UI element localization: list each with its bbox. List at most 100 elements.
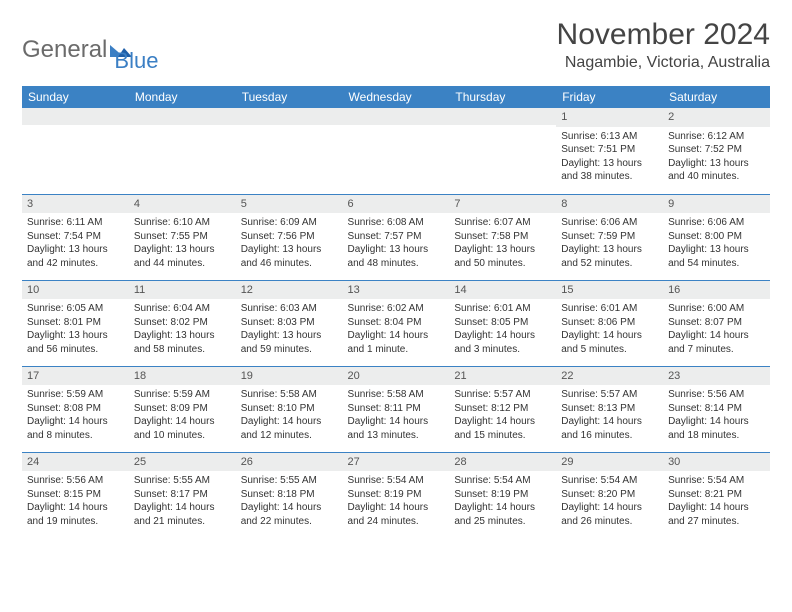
daylight2-text: and 54 minutes. — [668, 257, 765, 271]
day-number — [236, 108, 343, 125]
calendar-day — [236, 108, 343, 194]
day-number: 30 — [663, 453, 770, 472]
daylight1-text: Daylight: 13 hours — [668, 157, 765, 171]
day-content: Sunrise: 5:54 AMSunset: 8:19 PMDaylight:… — [343, 471, 450, 532]
day-content: Sunrise: 5:59 AMSunset: 8:08 PMDaylight:… — [22, 385, 129, 446]
sunset-text: Sunset: 8:18 PM — [241, 488, 338, 502]
day-content: Sunrise: 6:11 AMSunset: 7:54 PMDaylight:… — [22, 213, 129, 274]
sunset-text: Sunset: 8:14 PM — [668, 402, 765, 416]
calendar-day: 30Sunrise: 5:54 AMSunset: 8:21 PMDayligh… — [663, 452, 770, 538]
day-number: 19 — [236, 367, 343, 386]
day-number: 20 — [343, 367, 450, 386]
title-block: November 2024 Nagambie, Victoria, Austra… — [557, 18, 770, 72]
calendar-day: 8Sunrise: 6:06 AMSunset: 7:59 PMDaylight… — [556, 194, 663, 280]
sunrise-text: Sunrise: 6:02 AM — [348, 302, 445, 316]
sunrise-text: Sunrise: 5:58 AM — [241, 388, 338, 402]
daylight2-text: and 38 minutes. — [561, 170, 658, 184]
sunrise-text: Sunrise: 5:59 AM — [27, 388, 124, 402]
calendar-day: 28Sunrise: 5:54 AMSunset: 8:19 PMDayligh… — [449, 452, 556, 538]
day-number: 6 — [343, 195, 450, 214]
day-content: Sunrise: 5:59 AMSunset: 8:09 PMDaylight:… — [129, 385, 236, 446]
sunset-text: Sunset: 8:15 PM — [27, 488, 124, 502]
daylight2-text: and 10 minutes. — [134, 429, 231, 443]
day-number — [449, 108, 556, 125]
sunset-text: Sunset: 7:55 PM — [134, 230, 231, 244]
daylight2-text: and 13 minutes. — [348, 429, 445, 443]
daylight1-text: Daylight: 14 hours — [348, 329, 445, 343]
sunset-text: Sunset: 8:09 PM — [134, 402, 231, 416]
calendar-day — [129, 108, 236, 194]
sunrise-text: Sunrise: 6:12 AM — [668, 130, 765, 144]
day-content: Sunrise: 5:54 AMSunset: 8:20 PMDaylight:… — [556, 471, 663, 532]
day-content: Sunrise: 6:07 AMSunset: 7:58 PMDaylight:… — [449, 213, 556, 274]
day-number: 1 — [556, 108, 663, 127]
day-content: Sunrise: 6:04 AMSunset: 8:02 PMDaylight:… — [129, 299, 236, 360]
day-content: Sunrise: 5:58 AMSunset: 8:10 PMDaylight:… — [236, 385, 343, 446]
daylight2-text: and 24 minutes. — [348, 515, 445, 529]
sunset-text: Sunset: 7:51 PM — [561, 143, 658, 157]
day-number: 7 — [449, 195, 556, 214]
day-content: Sunrise: 5:57 AMSunset: 8:12 PMDaylight:… — [449, 385, 556, 446]
daylight1-text: Daylight: 13 hours — [134, 329, 231, 343]
day-number: 24 — [22, 453, 129, 472]
day-number: 23 — [663, 367, 770, 386]
day-content: Sunrise: 6:02 AMSunset: 8:04 PMDaylight:… — [343, 299, 450, 360]
weekday-header: Thursday — [449, 86, 556, 108]
calendar-day: 9Sunrise: 6:06 AMSunset: 8:00 PMDaylight… — [663, 194, 770, 280]
day-content: Sunrise: 6:05 AMSunset: 8:01 PMDaylight:… — [22, 299, 129, 360]
calendar-day: 22Sunrise: 5:57 AMSunset: 8:13 PMDayligh… — [556, 366, 663, 452]
sunset-text: Sunset: 8:04 PM — [348, 316, 445, 330]
day-content: Sunrise: 6:12 AMSunset: 7:52 PMDaylight:… — [663, 127, 770, 188]
daylight1-text: Daylight: 13 hours — [348, 243, 445, 257]
calendar-day: 5Sunrise: 6:09 AMSunset: 7:56 PMDaylight… — [236, 194, 343, 280]
daylight2-text: and 15 minutes. — [454, 429, 551, 443]
sunrise-text: Sunrise: 5:55 AM — [134, 474, 231, 488]
daylight1-text: Daylight: 14 hours — [27, 501, 124, 515]
logo-word-general: General — [22, 36, 107, 64]
calendar-day: 2Sunrise: 6:12 AMSunset: 7:52 PMDaylight… — [663, 108, 770, 194]
sunset-text: Sunset: 8:11 PM — [348, 402, 445, 416]
sunset-text: Sunset: 8:05 PM — [454, 316, 551, 330]
daylight1-text: Daylight: 13 hours — [134, 243, 231, 257]
daylight1-text: Daylight: 13 hours — [561, 243, 658, 257]
sunrise-text: Sunrise: 6:04 AM — [134, 302, 231, 316]
daylight2-text: and 58 minutes. — [134, 343, 231, 357]
daylight1-text: Daylight: 14 hours — [561, 329, 658, 343]
daylight2-text: and 42 minutes. — [27, 257, 124, 271]
day-content: Sunrise: 5:54 AMSunset: 8:21 PMDaylight:… — [663, 471, 770, 532]
daylight2-text: and 12 minutes. — [241, 429, 338, 443]
day-number — [129, 108, 236, 125]
daylight1-text: Daylight: 14 hours — [668, 501, 765, 515]
sunset-text: Sunset: 7:57 PM — [348, 230, 445, 244]
day-content: Sunrise: 6:03 AMSunset: 8:03 PMDaylight:… — [236, 299, 343, 360]
calendar-week: 24Sunrise: 5:56 AMSunset: 8:15 PMDayligh… — [22, 452, 770, 538]
sunset-text: Sunset: 8:07 PM — [668, 316, 765, 330]
calendar-day: 25Sunrise: 5:55 AMSunset: 8:17 PMDayligh… — [129, 452, 236, 538]
daylight1-text: Daylight: 14 hours — [454, 329, 551, 343]
daylight1-text: Daylight: 14 hours — [561, 501, 658, 515]
sunrise-text: Sunrise: 6:13 AM — [561, 130, 658, 144]
calendar-day: 6Sunrise: 6:08 AMSunset: 7:57 PMDaylight… — [343, 194, 450, 280]
day-content: Sunrise: 6:06 AMSunset: 7:59 PMDaylight:… — [556, 213, 663, 274]
sunset-text: Sunset: 7:52 PM — [668, 143, 765, 157]
day-number: 3 — [22, 195, 129, 214]
day-number: 2 — [663, 108, 770, 127]
daylight2-text: and 26 minutes. — [561, 515, 658, 529]
day-number: 10 — [22, 281, 129, 300]
weekday-header: Wednesday — [343, 86, 450, 108]
calendar-week: 3Sunrise: 6:11 AMSunset: 7:54 PMDaylight… — [22, 194, 770, 280]
calendar-week: 1 Sunrise: 6:13 AMSunset: 7:51 PM Daylight… — [22, 108, 770, 194]
sunset-text: Sunset: 8:08 PM — [27, 402, 124, 416]
sunset-text: Sunset: 8:19 PM — [454, 488, 551, 502]
sunrise-text: Sunrise: 5:54 AM — [561, 474, 658, 488]
daylight2-text: and 1 minute. — [348, 343, 445, 357]
day-content: Sunrise: 6:10 AMSunset: 7:55 PMDaylight:… — [129, 213, 236, 274]
sunset-text: Sunset: 7:59 PM — [561, 230, 658, 244]
day-number: 18 — [129, 367, 236, 386]
sunrise-text: Sunrise: 5:56 AM — [668, 388, 765, 402]
weekday-header-row: Sunday Monday Tuesday Wednesday Thursday… — [22, 86, 770, 108]
sunset-text: Sunset: 7:58 PM — [454, 230, 551, 244]
sunrise-text: Sunrise: 6:03 AM — [241, 302, 338, 316]
sunrise-text: Sunrise: 5:54 AM — [668, 474, 765, 488]
day-content: Sunrise: 5:58 AMSunset: 8:11 PMDaylight:… — [343, 385, 450, 446]
